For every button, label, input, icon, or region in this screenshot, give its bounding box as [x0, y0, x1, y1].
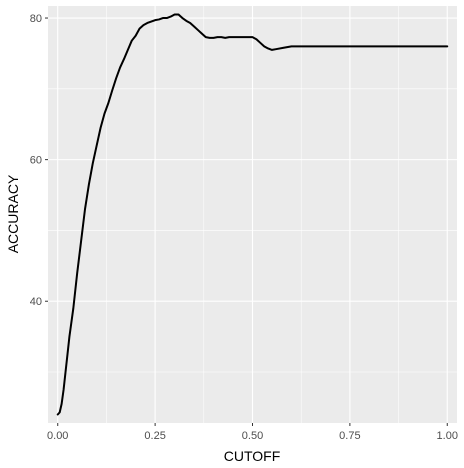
y-axis-title: ACCURACY — [5, 174, 21, 253]
y-tick-label: 40 — [30, 296, 42, 308]
x-tick-label: 0.25 — [144, 430, 165, 442]
x-tick-label: 0.75 — [339, 430, 360, 442]
y-tick-label: 80 — [30, 13, 42, 25]
x-tick-label: 0.50 — [242, 430, 263, 442]
x-tick-label: 0.00 — [47, 430, 68, 442]
y-axis-ticks: 40 60 80 — [30, 13, 48, 308]
x-axis-title: CUTOFF — [224, 448, 281, 464]
x-axis-ticks: 0.00 0.25 0.50 0.75 1.00 — [47, 423, 458, 442]
x-tick-label: 1.00 — [437, 430, 458, 442]
y-tick-label: 60 — [30, 155, 42, 167]
